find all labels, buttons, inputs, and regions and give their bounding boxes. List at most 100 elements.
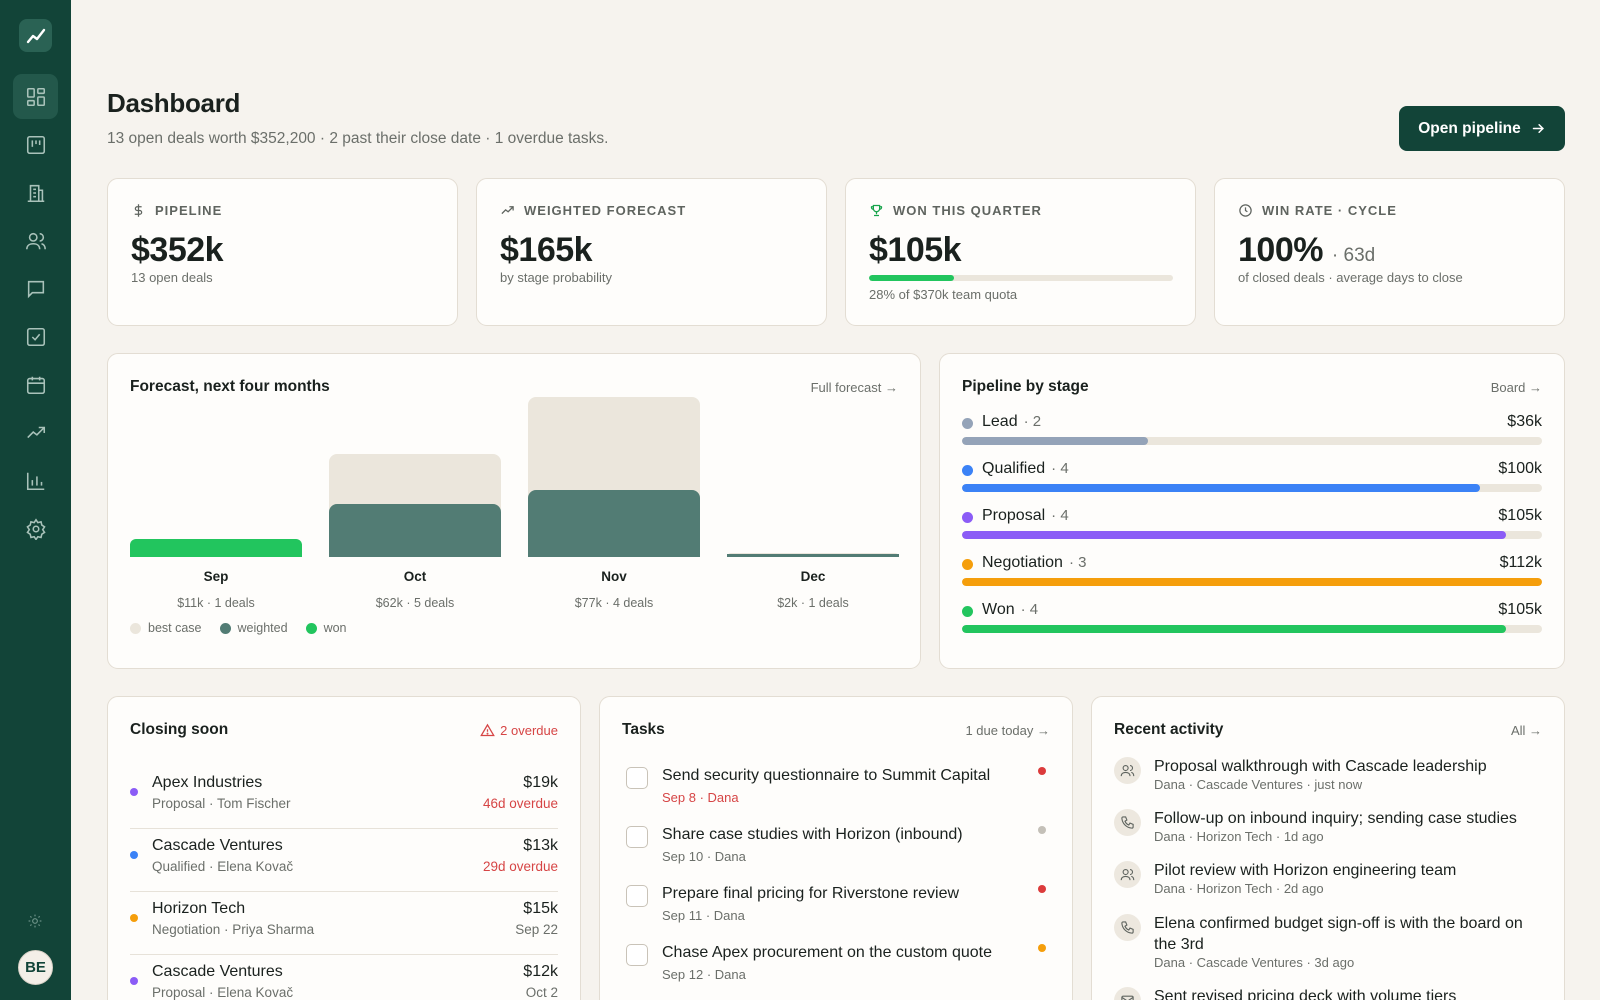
deal-close-date: Sep 22 xyxy=(515,922,558,937)
sidebar: BE xyxy=(0,0,71,1000)
activity-meta: Dana · Horizon Tech · 2d ago xyxy=(1154,881,1324,896)
stage-bar-fill xyxy=(962,578,1542,586)
pipeline-stage-card: Pipeline by stage Board → Lead · 2 $36k Qua… xyxy=(939,353,1565,669)
task-title[interactable]: Share case studies with Horizon (inbound… xyxy=(662,826,963,843)
closing-row[interactable]: Apex Industries Proposal · Tom Fischer $19… xyxy=(130,766,558,829)
kpi-label: PIPELINE xyxy=(131,203,222,218)
stage-dot xyxy=(962,418,973,429)
activity-title: Follow-up on inbound inquiry; sending ca… xyxy=(1154,810,1517,827)
stage-row-proposal[interactable]: Proposal · 4 $105k xyxy=(962,507,1542,547)
task-row: Share case studies with Horizon (inbound… xyxy=(626,822,1046,878)
stage-row-qualified[interactable]: Qualified · 4 $100k xyxy=(962,460,1542,500)
stage-dot xyxy=(130,788,138,796)
closing-row[interactable]: Cascade Ventures Qualified · Elena Kovač $… xyxy=(130,829,558,892)
nav-companies[interactable] xyxy=(13,170,58,215)
full-forecast-link[interactable]: Full forecast → xyxy=(810,380,898,395)
trophy-icon xyxy=(870,204,883,217)
users-icon xyxy=(1120,764,1135,777)
stage-row-lead[interactable]: Lead · 2 $36k xyxy=(962,413,1542,453)
stage-dot xyxy=(962,606,973,617)
quota-progress-bar xyxy=(869,275,1173,281)
open-pipeline-button[interactable]: Open pipeline xyxy=(1399,106,1565,151)
warning-icon xyxy=(480,723,496,737)
stage-row-won[interactable]: Won · 4 $105k xyxy=(962,601,1542,641)
activity-icon-wrap xyxy=(1114,861,1141,888)
phone-icon xyxy=(1121,816,1134,829)
nav-tasks[interactable] xyxy=(13,314,58,359)
kpi-value: $105k xyxy=(869,231,962,269)
board-link[interactable]: Board → xyxy=(1490,380,1542,395)
dollar-icon xyxy=(134,204,143,217)
task-checkbox[interactable] xyxy=(626,767,648,789)
stage-bar-track xyxy=(962,484,1542,492)
task-title[interactable]: Prepare final pricing for Riverstone rev… xyxy=(662,885,960,902)
overdue-link[interactable]: 2 overdue xyxy=(480,723,558,738)
nav-reports[interactable] xyxy=(13,458,58,503)
app-logo[interactable] xyxy=(19,19,52,52)
kpi-card-won-quarter: WON THIS QUARTER $105k 28% of $370k team… xyxy=(845,178,1196,326)
task-title[interactable]: Chase Apex procurement on the custom quo… xyxy=(662,944,992,961)
stage-row-negotiation[interactable]: Negotiation · 3 $112k xyxy=(962,554,1542,594)
stage-name: Proposal · 4 xyxy=(982,507,1069,524)
kpi-card-pipeline: PIPELINE $352k 13 open deals xyxy=(107,178,458,326)
theme-toggle[interactable] xyxy=(26,912,44,930)
message-icon xyxy=(27,280,44,298)
activity-meta: Dana · Cascade Ventures · just now xyxy=(1154,777,1363,792)
stage-value: $100k xyxy=(1498,460,1542,477)
task-meta: Sep 12 · Dana xyxy=(662,967,746,982)
forecast-legend: best case weighted won xyxy=(130,621,347,635)
nav-dashboard[interactable] xyxy=(13,74,58,119)
activity-icon-wrap xyxy=(1114,987,1141,1000)
trending-icon xyxy=(501,206,514,215)
task-title[interactable]: Send security questionnaire to Summit Ca… xyxy=(662,767,991,784)
stage-bar-fill xyxy=(962,625,1506,633)
stage-dot xyxy=(962,465,973,476)
kpi-label: WEIGHTED FORECAST xyxy=(500,203,686,218)
stage-bar-track xyxy=(962,437,1542,445)
deal-name: Horizon Tech xyxy=(152,900,246,917)
deal-name: Apex Industries xyxy=(152,774,263,791)
stage-value: $36k xyxy=(1507,413,1542,430)
stage-dot xyxy=(130,914,138,922)
task-row: Chase Apex procurement on the custom quo… xyxy=(626,940,1046,996)
nav-messages[interactable] xyxy=(13,266,58,311)
task-checkbox[interactable] xyxy=(626,885,648,907)
task-checkbox[interactable] xyxy=(626,826,648,848)
nav-forecast[interactable] xyxy=(13,410,58,455)
stage-name: Negotiation · 3 xyxy=(982,554,1087,571)
month-detail: $2k · 1 deals xyxy=(777,596,849,610)
open-pipeline-label: Open pipeline xyxy=(1418,119,1521,137)
kpi-label: WIN RATE · CYCLE xyxy=(1238,203,1397,218)
stage-value: $105k xyxy=(1498,507,1542,524)
weighted-bar xyxy=(727,554,899,557)
closing-row[interactable]: Cascade Ventures Proposal · Elena Kovač $1… xyxy=(130,955,558,1000)
nav-settings[interactable] xyxy=(13,506,58,551)
nav-calendar[interactable] xyxy=(13,362,58,407)
user-avatar[interactable]: BE xyxy=(18,950,53,985)
task-meta: Sep 11 · Dana xyxy=(662,908,745,923)
legend-weighted: weighted xyxy=(219,621,288,635)
stage-bar-track xyxy=(962,578,1542,586)
nav-board[interactable] xyxy=(13,122,58,167)
stage-dot xyxy=(962,559,973,570)
month-detail: $11k · 1 deals xyxy=(177,596,255,610)
kpi-card-win-rate: WIN RATE · CYCLE 100% · 63d of closed de… xyxy=(1214,178,1565,326)
deal-meta: Negotiation · Priya Sharma xyxy=(152,922,315,937)
won-bar xyxy=(130,539,302,557)
due-today-link[interactable]: 1 due today → xyxy=(965,723,1050,738)
kpi-label: WON THIS QUARTER xyxy=(869,203,1042,218)
tasks-title: Tasks xyxy=(622,721,665,738)
nav-contacts[interactable] xyxy=(13,218,58,263)
activity-icon-wrap xyxy=(1114,757,1141,784)
phone-icon xyxy=(1121,921,1134,934)
activity-meta: Dana · Cascade Ventures · 3d ago xyxy=(1154,955,1355,970)
stage-name: Won · 4 xyxy=(982,601,1039,618)
closing-row[interactable]: Horizon Tech Negotiation · Priya Sharma $1… xyxy=(130,892,558,955)
recent-activity-card: Recent activity All → Proposal walkthrou… xyxy=(1091,696,1565,1000)
all-activity-link[interactable]: All → xyxy=(1510,723,1542,738)
closing-soon-title: Closing soon xyxy=(130,721,229,738)
task-checkbox[interactable] xyxy=(626,944,648,966)
month-label: Oct xyxy=(403,569,427,584)
kpi-sub: 28% of $370k team quota xyxy=(869,287,1018,302)
closing-soon-card: Closing soon 2 overdue Apex Industries Pr… xyxy=(107,696,581,1000)
